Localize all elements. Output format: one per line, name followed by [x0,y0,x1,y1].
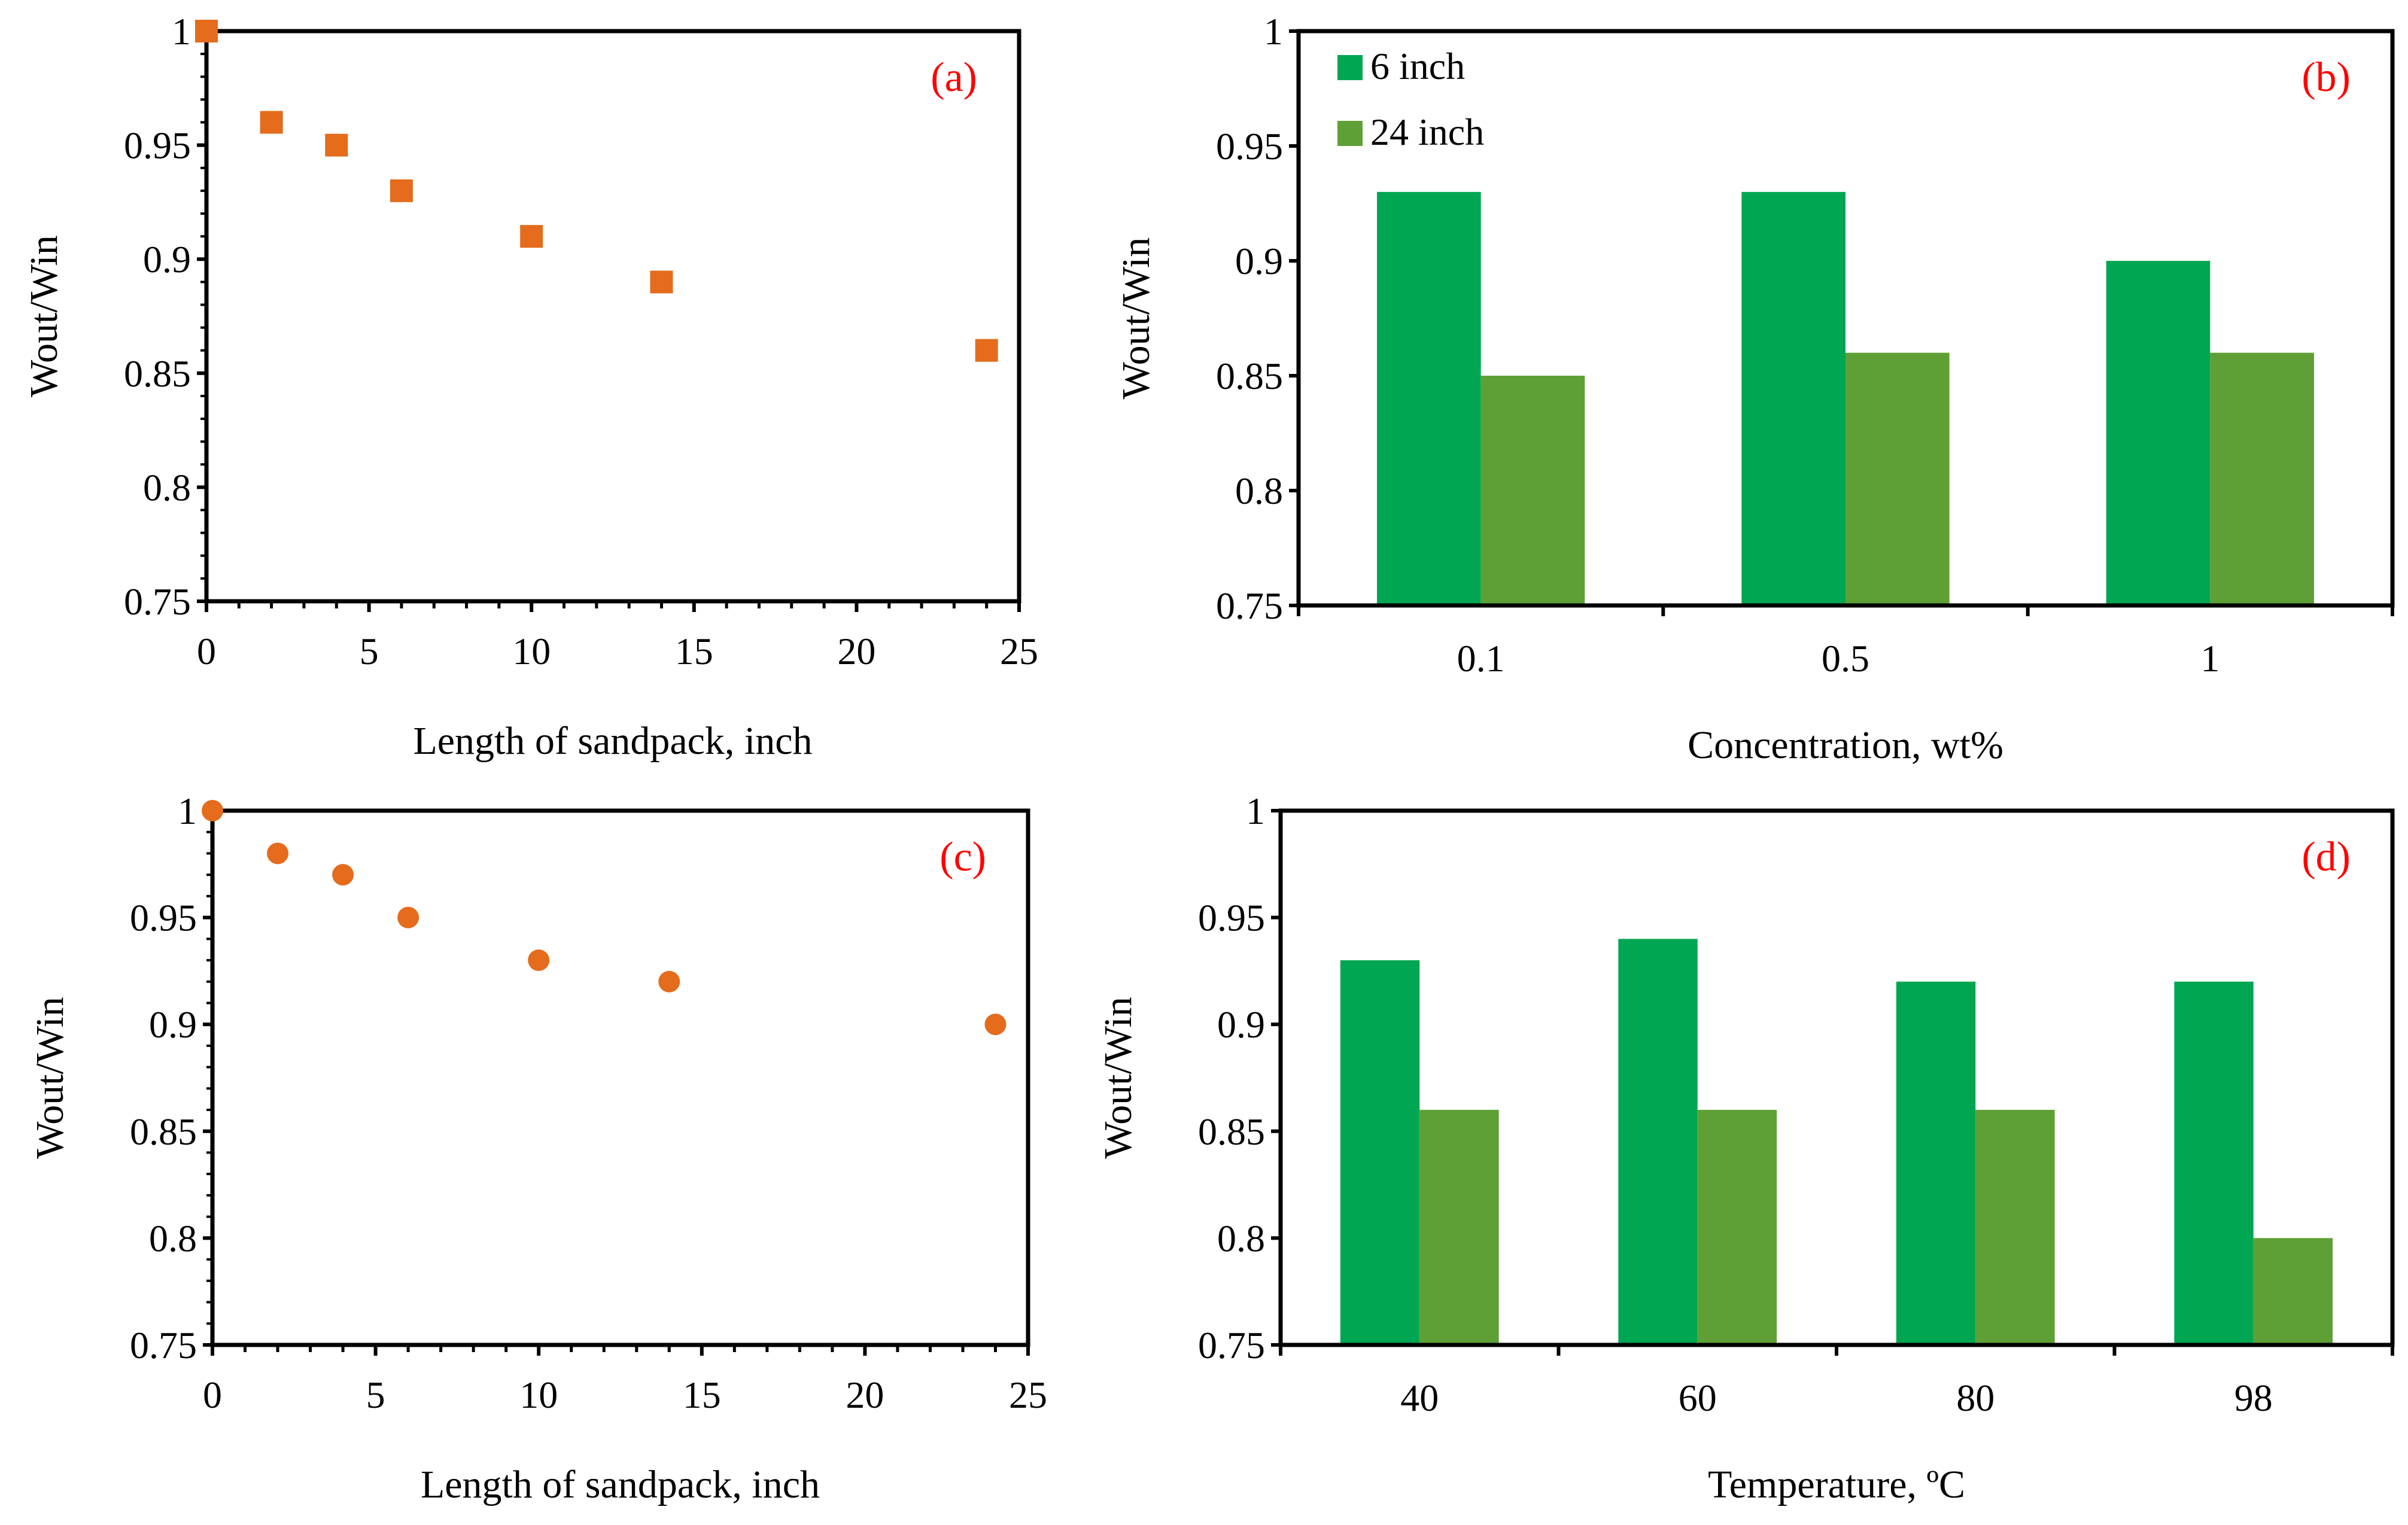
y-tick-label: 0.8 [1235,470,1283,512]
x-tick-label: 20 [837,630,875,672]
x-category-label: 60 [1679,1377,1717,1419]
data-point [975,339,998,362]
x-axis-title: Length of sandpack, inch [421,1463,820,1506]
bar-6-inch [1377,191,1481,605]
y-tick-label: 0.8 [143,466,191,509]
y-tick-label: 0.8 [1217,1217,1265,1259]
bar-6-inch [1896,981,1976,1345]
data-point [195,20,218,42]
data-point [658,970,680,993]
bar-6-inch [1741,191,1845,605]
x-category-label: 40 [1400,1377,1439,1419]
y-tick-label: 0.9 [1235,240,1283,282]
x-tick-label: 10 [512,630,551,672]
x-tick-label: 20 [846,1374,884,1416]
legend-label: 6 inch [1370,45,1465,87]
bar-6-inch [1618,939,1698,1345]
plot-frame [210,808,1030,1347]
y-tick-label: 0.9 [143,238,191,281]
y-tick-label: 0.9 [149,1003,197,1046]
x-tick-label: 0 [197,630,216,672]
chart-panel-c: 0.75 0.8 0.85 0.9 0.95 1 Wout/Win Length of san… [28,790,1047,1506]
x-category-label: 98 [2234,1377,2273,1419]
bar-24-inch [1419,1110,1499,1345]
data-point [267,842,289,865]
y-tick-label: 0.85 [1216,355,1283,397]
bar-24-inch [2210,352,2314,605]
y-tick-label: 0.95 [1216,125,1283,168]
x-tick-label: 25 [1009,1374,1047,1416]
data-point [520,225,543,248]
legend-swatch [1337,121,1363,146]
x-category-label: 0.1 [1457,637,1505,680]
bar-24-inch [2253,1238,2333,1345]
data-point [650,270,673,294]
y-tick-label: 0.75 [130,1324,197,1366]
bar-24-inch [1845,352,1950,605]
y-tick-label: 0.9 [1217,1003,1265,1046]
y-tick-label: 1 [178,790,197,832]
x-tick-label: 25 [1000,630,1038,672]
y-tick-label: 0.85 [130,1110,197,1153]
y-axis-title: Wout/Win [1114,238,1158,400]
data-point [390,179,413,202]
x-tick-label: 0 [203,1374,222,1416]
y-axis-title: Wout/Win [28,997,72,1159]
x-axis-title: Temperature, ºC [1708,1463,1965,1506]
legend-swatch [1337,55,1363,80]
panel-tag: (b) [2301,54,2351,101]
x-tick-label: 5 [360,630,379,672]
y-axis-title: Wout/Win [1096,997,1140,1159]
data-point [325,133,348,157]
x-category-label: 80 [1956,1377,1994,1419]
data-point [260,111,283,134]
y-tick-label: 0.85 [1198,1110,1265,1153]
bar-24-inch [1975,1110,2055,1345]
y-tick-label: 0.75 [1198,1324,1265,1366]
x-axis-title: Length of sandpack, inch [413,719,812,763]
x-axis-title: Concentration, wt% [1688,723,2003,767]
legend-label: 24 inch [1370,111,1484,153]
x-tick-label: 10 [519,1374,558,1416]
bar-6-inch [2106,261,2211,605]
chart-panel-a: 0.75 0.8 0.85 0.9 0.95 1 Wout/Win Length of san… [22,10,1038,763]
y-tick-label: 0.8 [149,1217,197,1259]
bar-24-inch [1480,376,1585,605]
y-tick-label: 0.75 [1216,585,1283,627]
bar-6-inch [2174,981,2254,1345]
x-category-label: 0.5 [1822,637,1869,680]
panel-tag: (c) [940,834,986,880]
chart-panel-d: 0.75 0.8 0.85 0.9 0.95 1 Wout/Win Temperature, … [1096,790,2395,1506]
y-axis-title: Wout/Win [22,235,66,397]
data-point [397,906,419,929]
y-tick-label: 1 [172,10,191,53]
y-tick-label: 0.75 [124,580,191,623]
y-tick-label: 0.85 [124,352,191,395]
data-point [332,864,354,886]
x-tick-label: 15 [675,630,713,672]
plot-frame [204,29,1021,604]
panel-tag: (d) [2301,834,2351,880]
x-tick-label: 5 [366,1374,385,1416]
x-tick-label: 15 [683,1374,721,1416]
y-tick-label: 1 [1246,790,1265,832]
bar-24-inch [1697,1110,1777,1345]
data-point [528,949,550,972]
legend: 6 inch 24 inch [1337,45,1484,153]
data-point [984,1013,1007,1036]
panel-tag: (a) [931,54,977,101]
data-point [202,800,223,821]
x-category-label: 1 [2200,637,2220,680]
bar-6-inch [1340,960,1420,1345]
y-tick-label: 0.95 [124,124,191,167]
y-tick-label: 1 [1264,10,1283,53]
y-tick-label: 0.95 [130,897,197,939]
chart-panel-b: 0.75 0.8 0.85 0.9 0.95 1 Wout/Win Concentration… [1114,10,2395,767]
y-tick-label: 0.95 [1198,897,1265,939]
